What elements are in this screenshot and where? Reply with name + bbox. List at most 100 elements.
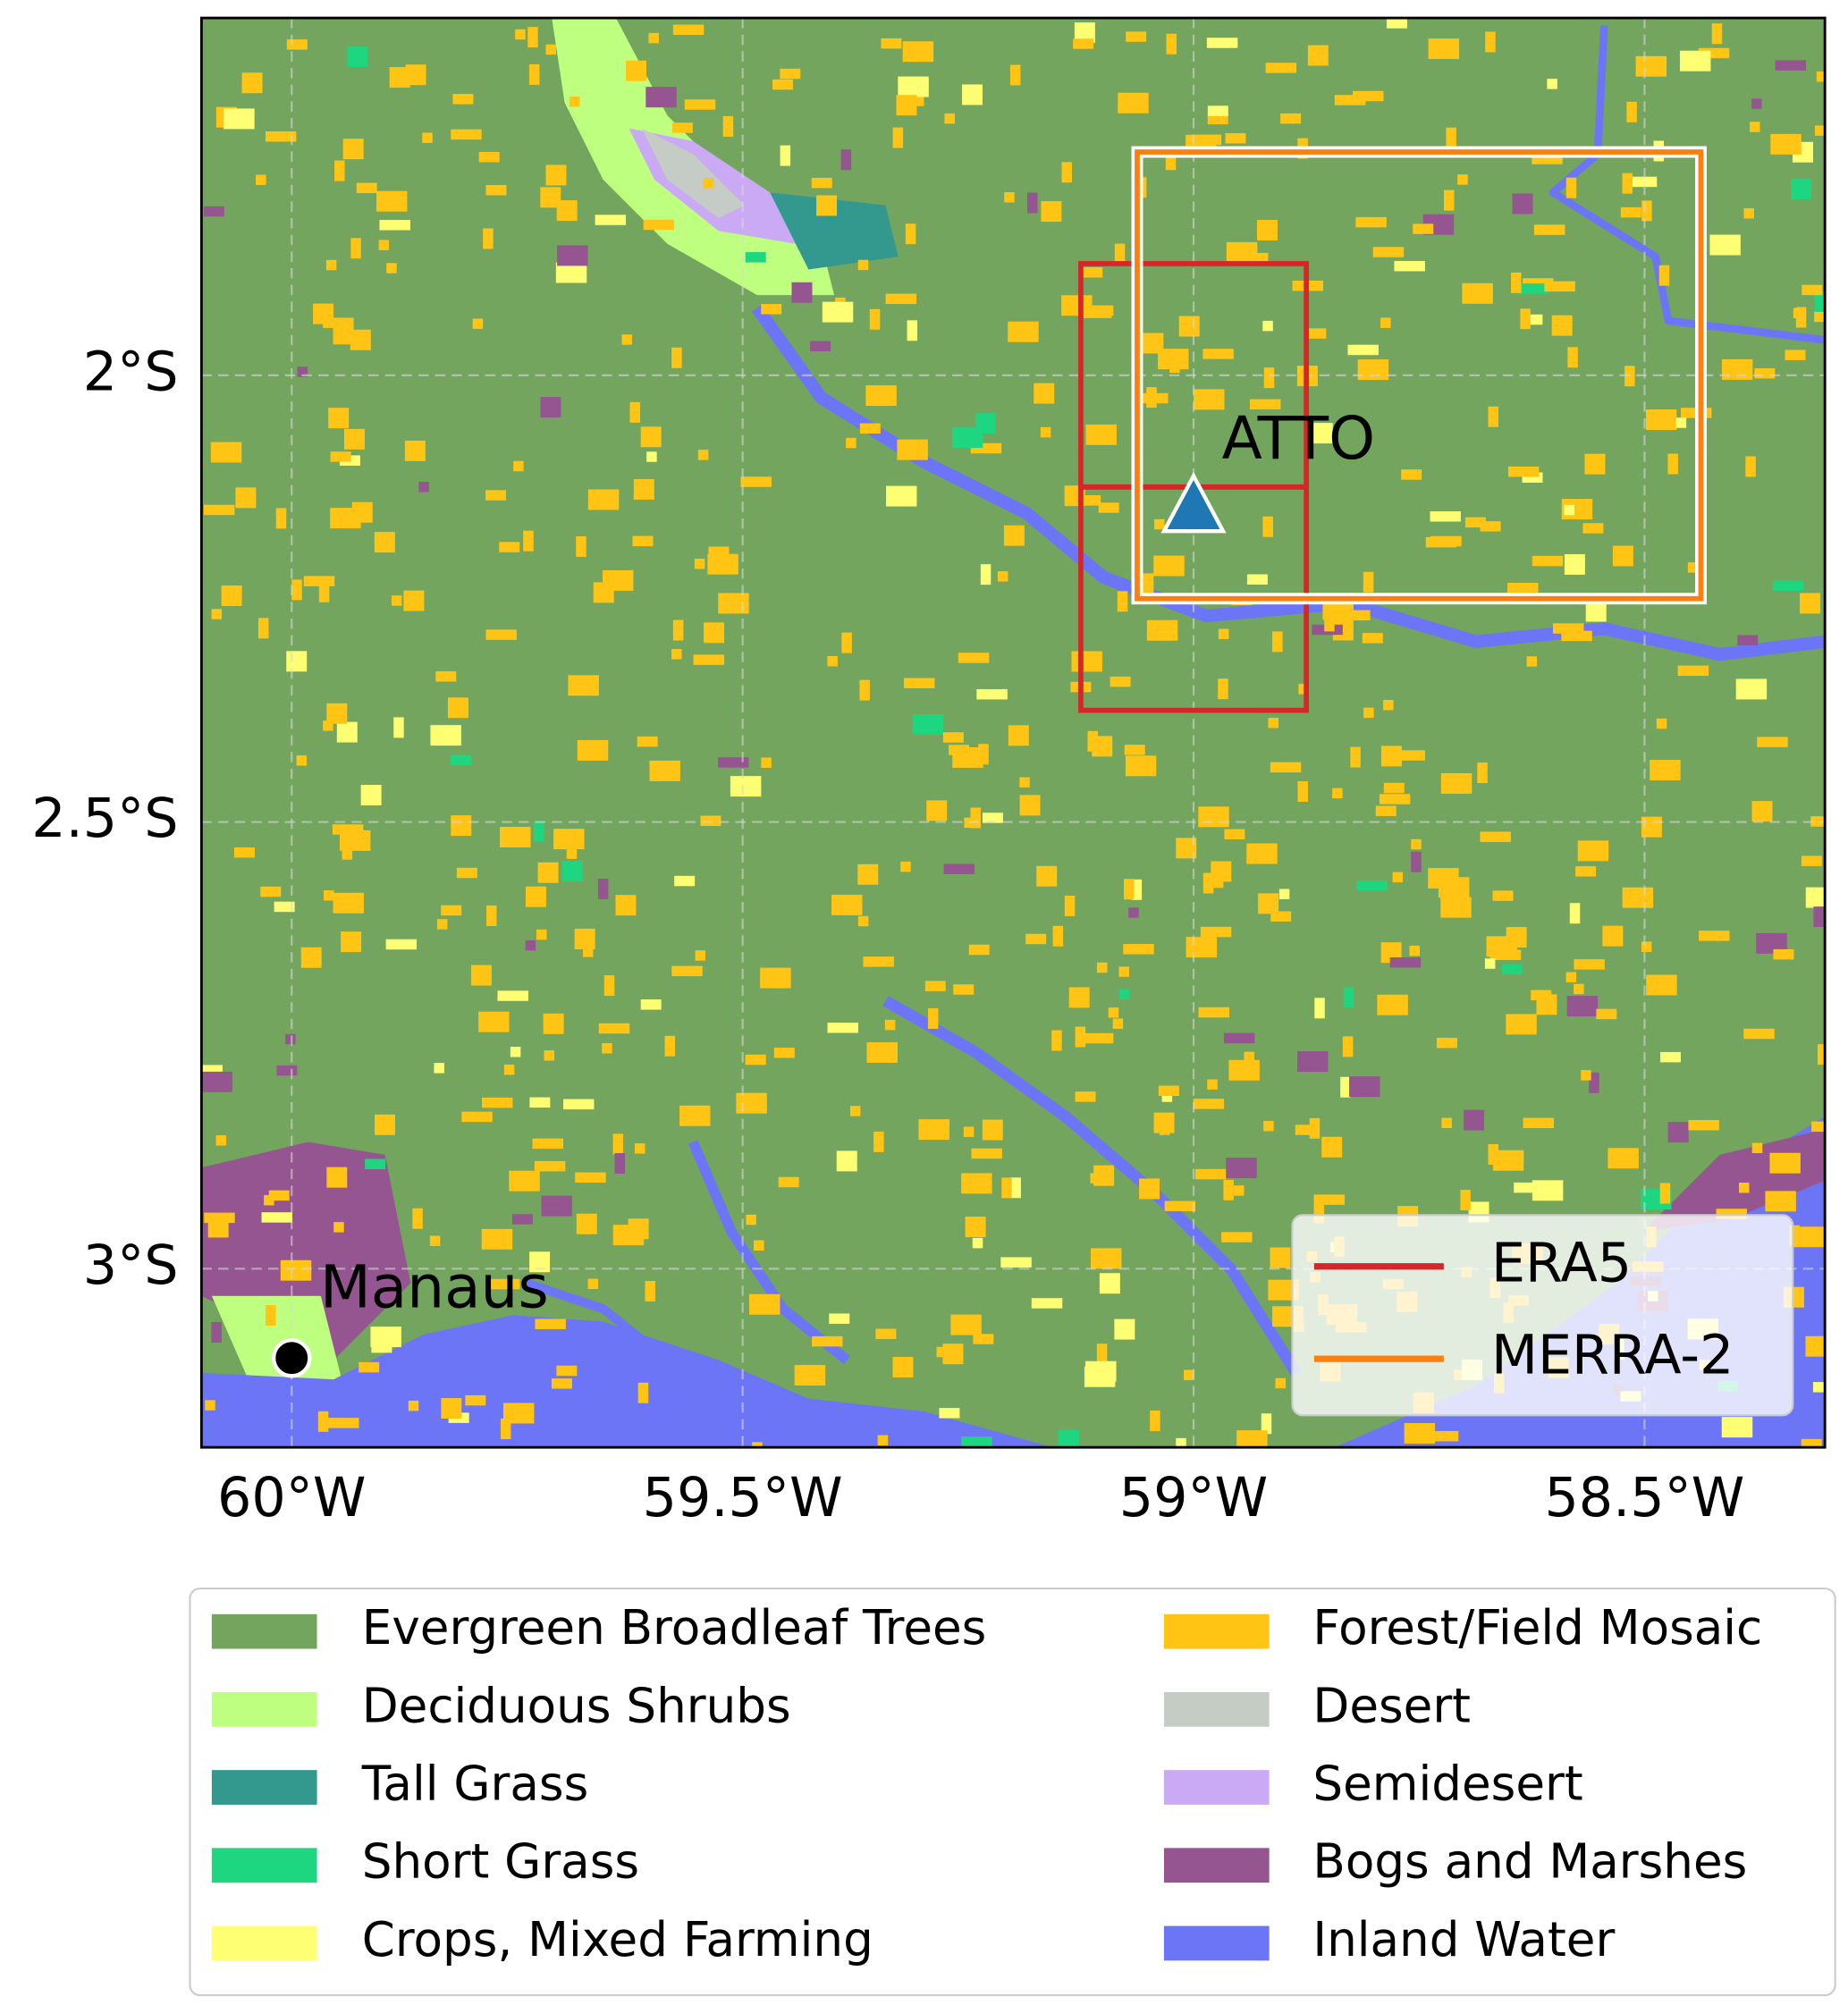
land-cover-pixel <box>943 863 975 874</box>
land-cover-pixel <box>1750 122 1760 132</box>
land-cover-pixel <box>1075 1026 1086 1048</box>
land-cover-pixel <box>780 68 801 80</box>
land-cover-pixel <box>499 542 520 552</box>
land-cover-pixel <box>1436 1037 1457 1049</box>
land-cover-pixel <box>532 1138 564 1150</box>
land-cover-pixel <box>612 1133 624 1155</box>
river <box>752 304 1826 661</box>
land-cover-pixel <box>529 1251 551 1273</box>
land-cover-pixel <box>997 571 1008 582</box>
land-cover-pixel <box>563 1099 595 1110</box>
land-cover-pixel <box>615 895 637 916</box>
land-cover-pixel <box>1265 63 1297 73</box>
land-cover-pixel <box>1263 367 1275 389</box>
land-cover-pixel <box>1234 1185 1245 1196</box>
land-cover-pixel <box>1164 1200 1196 1212</box>
land-cover-pixel <box>260 886 282 897</box>
land-cover-pixel <box>1596 1008 1617 1020</box>
land-cover-pixel <box>422 132 433 143</box>
land-cover-pixel <box>256 174 266 185</box>
land-cover-pixel <box>1198 806 1229 828</box>
land-cover-pixel <box>886 485 917 507</box>
land-cover-pixel <box>1658 265 1670 286</box>
land-cover-pixel <box>772 79 793 90</box>
land-cover-pixel <box>1386 18 1407 29</box>
land-cover-pixel <box>1218 678 1228 700</box>
legend-swatch <box>211 1848 317 1883</box>
land-cover-pixel <box>576 1213 597 1234</box>
land-cover-pixel <box>1401 469 1422 480</box>
land-cover-pixel <box>1428 38 1460 60</box>
land-cover-pixel <box>1124 745 1145 755</box>
land-cover-pixel <box>736 1092 767 1114</box>
land-cover-pixel <box>456 867 477 879</box>
land-cover-pixel <box>1019 777 1030 788</box>
land-cover-pixel <box>435 671 457 682</box>
land-cover-pixel <box>903 678 935 688</box>
land-cover-pixel <box>597 878 609 899</box>
land-cover-pixel <box>885 293 917 305</box>
land-cover-pixel <box>393 717 404 738</box>
land-cover-pixel <box>1814 291 1826 312</box>
land-cover-pixel <box>1313 1194 1346 1205</box>
land-cover-pixel <box>235 487 257 509</box>
land-cover-pixel <box>1413 223 1434 234</box>
land-cover-pixel <box>982 1119 1003 1141</box>
land-cover-pixel <box>1071 651 1102 672</box>
land-cover-pixel <box>336 721 358 743</box>
land-cover-pixel <box>1143 333 1164 354</box>
land-cover-pixel <box>1462 282 1493 304</box>
land-cover-pixel <box>1202 872 1214 894</box>
land-cover-pixel <box>1811 1121 1826 1133</box>
land-cover-pixel <box>626 60 647 81</box>
land-cover-pixel <box>341 931 362 953</box>
land-cover-pixel <box>1200 926 1232 938</box>
land-cover-pixel <box>1544 281 1575 292</box>
land-cover-pixel <box>1041 201 1062 223</box>
land-cover-pixel <box>1575 866 1597 877</box>
legend-label: Semidesert <box>1312 1756 1582 1811</box>
land-cover-pixel <box>1096 1344 1108 1365</box>
land-cover-pixel <box>1379 794 1411 805</box>
land-cover-pixel <box>502 1403 535 1424</box>
land-cover-pixel <box>540 397 561 418</box>
land-cover-pixel <box>944 113 955 124</box>
land-cover-pixel <box>740 476 772 487</box>
land-cover-pixel <box>1268 717 1278 729</box>
land-cover-pixel <box>791 282 813 303</box>
land-cover-pixel <box>1584 453 1606 475</box>
land-cover-pixel <box>1009 64 1021 86</box>
land-cover-pixel <box>1226 1158 1257 1179</box>
land-cover-pixel <box>436 919 448 930</box>
land-cover-pixel <box>1659 1051 1681 1063</box>
land-cover-pixel <box>1092 736 1113 757</box>
land-cover-pixel <box>1769 1152 1801 1174</box>
river <box>524 1278 671 1364</box>
land-cover-pixel <box>1735 678 1768 700</box>
land-cover-pixel <box>973 1334 994 1344</box>
legend-swatch <box>211 1691 317 1727</box>
land-cover-pixel <box>1622 887 1654 908</box>
land-cover-pixel <box>389 67 410 88</box>
land-cover-pixel <box>509 1170 540 1192</box>
site-label: Manaus <box>320 1253 549 1322</box>
land-cover-pixel <box>1745 456 1756 477</box>
land-cover-pixel <box>1000 1257 1032 1268</box>
land-cover-pixel <box>233 847 255 858</box>
land-cover-pixel <box>1813 906 1824 928</box>
land-cover-pixel <box>1040 426 1051 438</box>
land-cover-pixel <box>285 1033 296 1045</box>
land-cover-pixel <box>328 1418 359 1428</box>
land-cover-pixel <box>1372 247 1405 257</box>
land-cover-pixel <box>528 63 540 85</box>
land-cover-pixel <box>761 304 782 315</box>
land-cover-pixel <box>408 1400 419 1411</box>
land-cover-pixel <box>1128 907 1139 918</box>
land-cover-pixel <box>1484 958 1496 969</box>
land-cover-pixel <box>1523 1117 1555 1129</box>
land-cover-pixel <box>965 1217 986 1238</box>
land-cover-pixel <box>978 744 989 765</box>
land-cover-pixel <box>897 439 928 460</box>
land-cover-pixel <box>535 1318 566 1329</box>
land-cover-pixel <box>1805 887 1826 908</box>
